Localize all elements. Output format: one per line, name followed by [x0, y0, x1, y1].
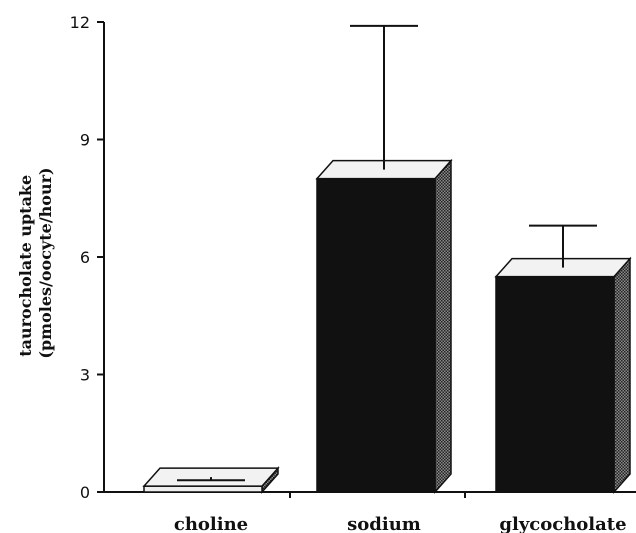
y-tick-label: 9 [80, 131, 90, 150]
bar-front-face [496, 277, 614, 492]
bar-side-face [614, 259, 630, 492]
y-tick-label: 12 [70, 13, 90, 32]
y-axis-title: taurocholate uptake (pmoles/oocyte/hour) [16, 167, 55, 358]
bar-sodium [317, 161, 451, 492]
bar-glycocholate [496, 259, 630, 492]
error-bar-sodium [350, 26, 418, 170]
y-tick-label: 6 [80, 248, 90, 267]
bar-front-face [144, 486, 262, 492]
x-tick-label-glycocholate: glycocholate [499, 514, 626, 533]
bar-front-face [317, 179, 435, 492]
bars [144, 161, 630, 492]
x-tick-label-choline: choline [174, 514, 248, 533]
bar-side-face [435, 161, 451, 492]
x-tick-label-sodium: sodium [347, 514, 421, 533]
y-tick-label: 0 [80, 483, 90, 502]
y-axis-title-line-2: (pmoles/oocyte/hour) [36, 167, 55, 358]
y-axis-title-line-1: taurocholate uptake [16, 175, 35, 357]
y-tick-label: 3 [80, 366, 90, 385]
